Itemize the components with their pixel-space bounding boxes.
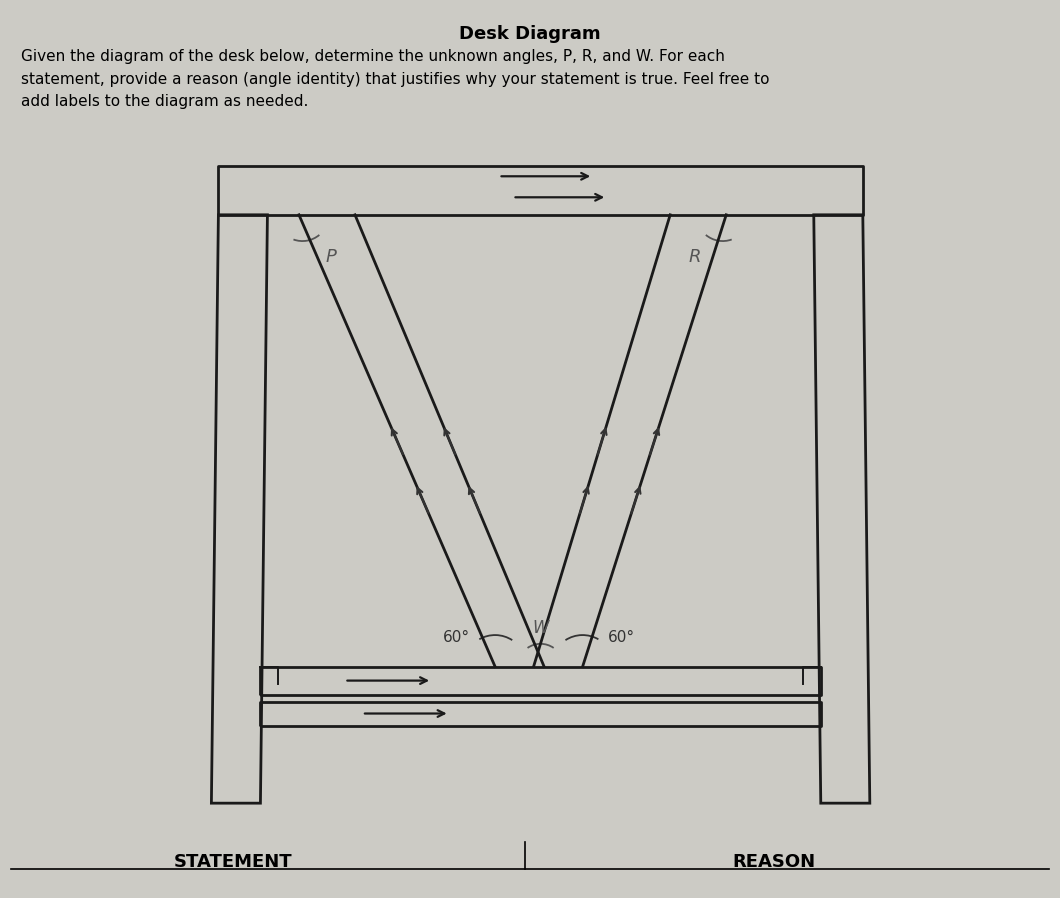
Text: 60°: 60° [443,629,470,645]
Text: W: W [532,619,549,637]
Text: P: P [325,248,336,266]
Text: Desk Diagram: Desk Diagram [459,25,601,43]
Text: 60°: 60° [607,629,635,645]
Text: Given the diagram of the desk below, determine the unknown angles, P, R, and W. : Given the diagram of the desk below, det… [21,49,725,65]
Text: add labels to the diagram as needed.: add labels to the diagram as needed. [21,94,308,110]
Text: statement, provide a reason (angle identity) that justifies why your statement i: statement, provide a reason (angle ident… [21,72,770,87]
Text: REASON: REASON [732,853,815,871]
Text: STATEMENT: STATEMENT [174,853,293,871]
Text: R: R [688,248,701,266]
